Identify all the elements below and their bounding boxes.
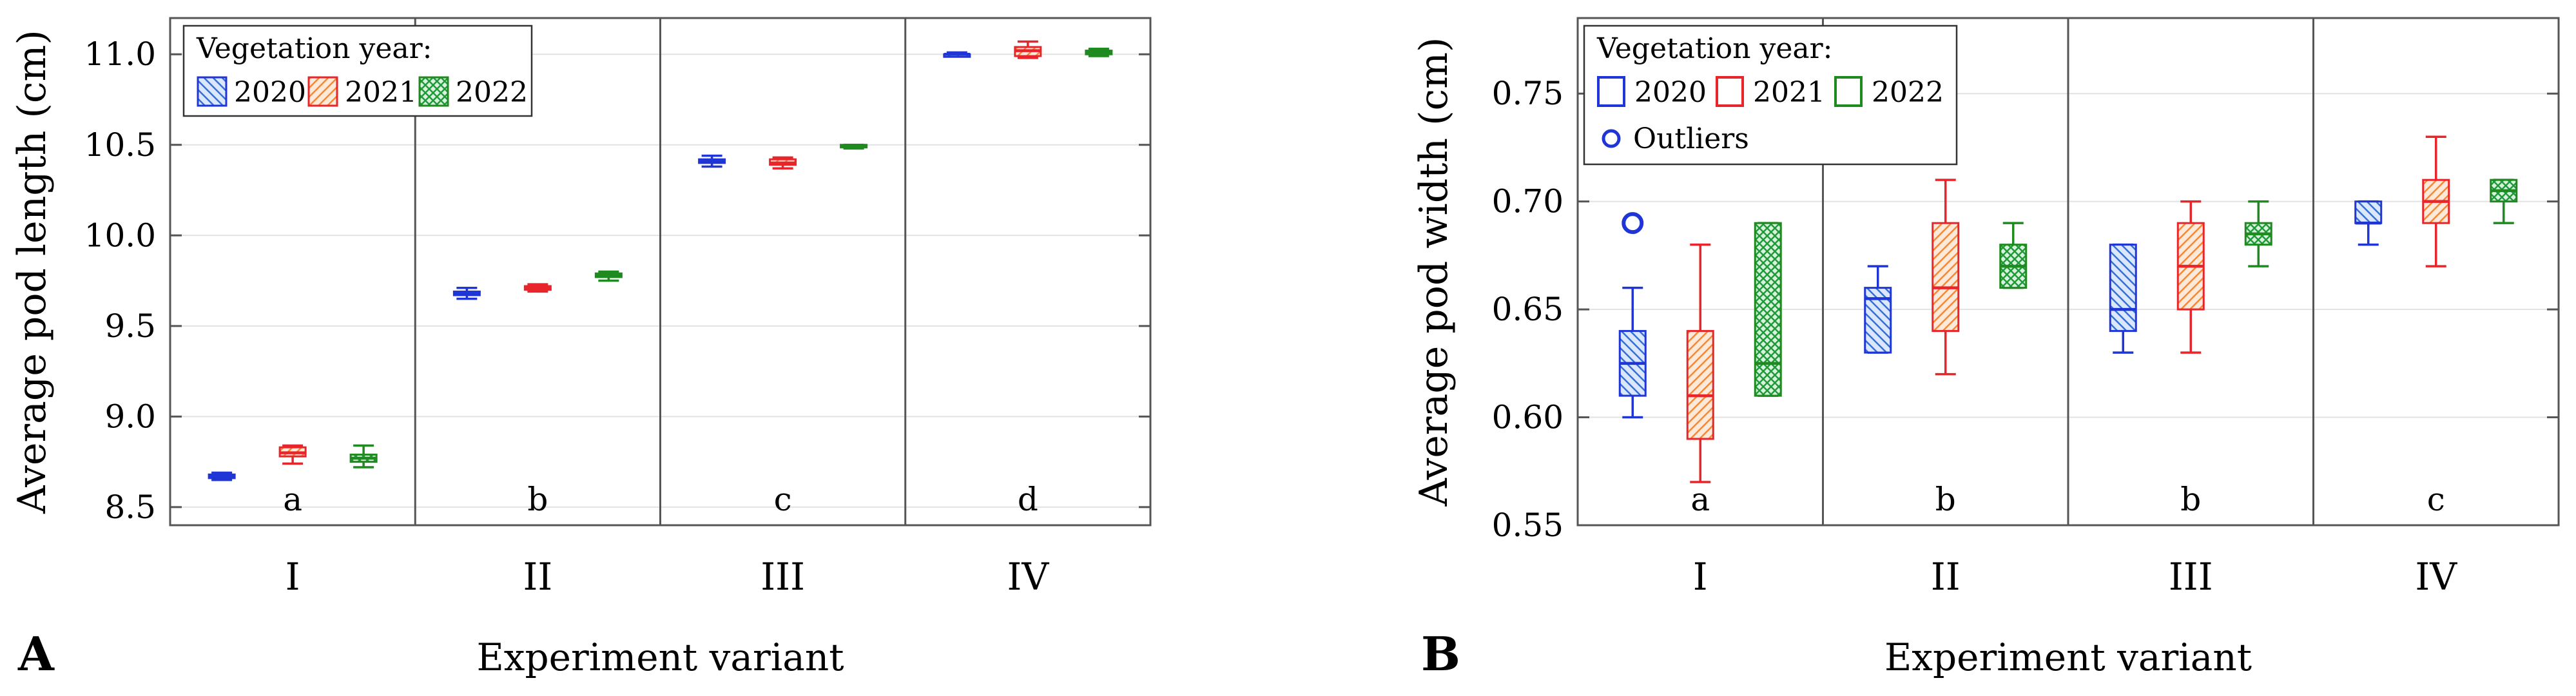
y-ticks: 8.5 9.0 9.5 10.0 10.5 11.0 — [84, 35, 1150, 526]
box-2022-I — [1754, 222, 1782, 397]
group-letter-2: c — [774, 481, 792, 518]
y-tick-label-0: 0.55 — [1492, 507, 1564, 544]
y-axis-label: Average pod length (cm) — [10, 30, 55, 514]
panel-label: B — [1421, 626, 1460, 681]
x-category-IV: IV — [1007, 555, 1049, 599]
legend-label-2020: 2020 — [1634, 76, 1707, 109]
x-category-III: III — [760, 555, 805, 599]
y-tick-label-4: 0.75 — [1492, 75, 1564, 112]
x-category-I: I — [286, 555, 300, 599]
box-2021-I — [278, 444, 307, 465]
group-letters: a b c d — [283, 481, 1038, 518]
legend-outlier-marker — [1602, 129, 1621, 148]
legend-swatch-2020 — [1597, 76, 1625, 107]
box-2022-IV — [2490, 179, 2518, 224]
group-letter-1: b — [527, 481, 548, 518]
legend-box — [1583, 24, 1958, 166]
box-2022-II — [594, 270, 623, 282]
box-2021-II — [523, 283, 552, 293]
box-2021-IV — [1014, 40, 1042, 59]
plot-frame — [169, 17, 1152, 527]
box-2021-IV — [2422, 135, 2450, 267]
y-tick-label-1: 0.60 — [1492, 399, 1564, 436]
box-body — [2109, 244, 2137, 333]
legend: Vegetation year: 2020 2021 2022 — [182, 24, 533, 117]
box-2021-III — [2176, 200, 2205, 354]
legend-label-2020: 2020 — [234, 76, 306, 109]
legend-label-2021: 2021 — [1753, 76, 1825, 109]
x-category-II: II — [1931, 555, 1961, 599]
box-2022-II — [1999, 222, 2028, 289]
legend-swatch-2022 — [1834, 76, 1863, 107]
y-tick-label-1: 9.0 — [104, 398, 156, 435]
box-2020-I — [208, 471, 236, 481]
y-tick-label-2: 9.5 — [104, 307, 156, 345]
box-2021-III — [769, 156, 797, 170]
x-categories: I II III IV — [286, 555, 1050, 599]
y-tick-label-4: 10.5 — [84, 126, 156, 164]
legend-label-2021: 2021 — [345, 76, 417, 109]
legend-label-2022: 2022 — [1872, 76, 1944, 109]
outlier-point-0 — [1622, 212, 1644, 235]
box-body — [1754, 222, 1782, 397]
legend: Vegetation year: 2020 2021 2022 Outliers — [1583, 24, 1958, 166]
box-2022-I — [349, 444, 378, 469]
legend-swatch-2021 — [307, 76, 338, 107]
box-body — [1686, 330, 1714, 440]
box-2020-I — [1618, 212, 1647, 419]
box-2020-II — [1864, 265, 1892, 354]
y-tick-label-5: 11.0 — [84, 35, 156, 73]
box-2022-IV — [1085, 48, 1113, 57]
x-axis-label: Experiment variant — [1884, 635, 2252, 679]
box-body — [2354, 200, 2383, 224]
legend-title: Vegetation year: — [1596, 32, 1832, 65]
y-axis-label: Average pod width (cm) — [1411, 37, 1457, 507]
box-body — [1932, 222, 1960, 333]
box-2022-III — [840, 144, 868, 150]
group-letter-1: b — [1935, 481, 1956, 518]
x-category-IV: IV — [2415, 555, 2457, 599]
box-2021-I — [1686, 243, 1714, 483]
legend-swatch-2020 — [197, 76, 228, 107]
x-category-III: III — [2169, 555, 2213, 599]
group-letter-2: b — [2180, 481, 2201, 518]
legend-label-2022: 2022 — [456, 76, 528, 109]
group-letter-0: a — [1690, 481, 1710, 518]
group-letter-3: c — [2427, 481, 2445, 518]
box-plots — [1618, 135, 2518, 483]
plot-frame — [1576, 17, 2560, 527]
box-2020-III — [698, 154, 726, 168]
y-tick-label-2: 0.65 — [1492, 291, 1564, 328]
box-2020-IV — [2354, 200, 2383, 246]
legend-title: Vegetation year: — [196, 32, 432, 65]
group-letter-3: d — [1018, 481, 1038, 518]
panel-label: A — [17, 626, 55, 681]
x-axis-label: Experiment variant — [476, 635, 844, 679]
box-2020-II — [452, 287, 481, 300]
box-2021-II — [1932, 179, 1960, 376]
legend-swatch-2022 — [418, 76, 449, 107]
y-tick-label-0: 8.5 — [104, 488, 156, 526]
legend-label-outliers: Outliers — [1633, 122, 1749, 155]
box-2022-III — [2244, 200, 2272, 267]
y-tick-label-3: 10.0 — [84, 217, 156, 254]
x-category-II: II — [523, 555, 552, 599]
y-tick-label-3: 0.70 — [1492, 183, 1564, 220]
x-category-I: I — [1693, 555, 1708, 599]
x-categories: I II III IV — [1693, 555, 2457, 599]
group-letter-0: a — [283, 481, 302, 518]
legend-swatch-2021 — [1716, 76, 1744, 107]
legend-box — [182, 24, 533, 117]
box-plots — [208, 40, 1113, 481]
box-2020-III — [2109, 243, 2137, 354]
box-2020-IV — [943, 51, 971, 58]
